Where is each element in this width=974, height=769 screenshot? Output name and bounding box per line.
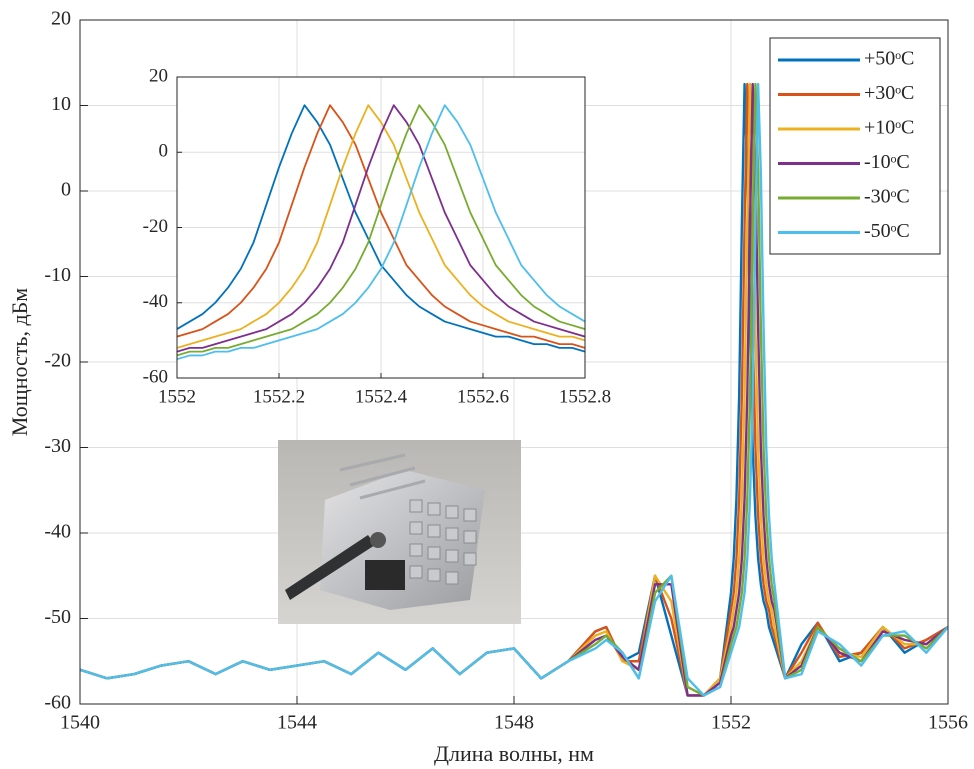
y-tick-label: -50	[44, 606, 71, 628]
series-line	[177, 104, 585, 353]
x-tick-label: 1552.6	[457, 386, 509, 407]
axes-frame	[79, 19, 949, 705]
series-line	[80, 82, 948, 697]
x-tick-label: 1552	[711, 712, 751, 734]
x-axis-label: Длина волны, нм	[434, 741, 594, 766]
x-tick-label: 1552	[158, 386, 196, 407]
y-tick-label: 0	[159, 141, 169, 162]
series-line	[177, 104, 585, 349]
series-line	[177, 104, 585, 349]
legend-label: -50ᵒC	[864, 220, 910, 242]
y-tick-label: -40	[44, 521, 71, 543]
legend-label: -10ᵒC	[864, 151, 910, 173]
y-tick-label: -60	[143, 366, 168, 387]
y-tick-label: -40	[143, 291, 168, 312]
y-tick-label: -10	[44, 264, 71, 286]
y-tick-label: -20	[143, 216, 168, 237]
x-tick-label: 1552.4	[355, 386, 408, 407]
x-tick-label: 1552.2	[253, 386, 305, 407]
x-tick-label: 1548	[494, 712, 534, 734]
y-axis-label: Мощность, дБм	[7, 288, 32, 437]
y-tick-label: 10	[51, 93, 71, 115]
legend-label: +50ᵒC	[864, 48, 914, 70]
y-tick-label: 0	[61, 179, 71, 201]
series-line	[177, 104, 585, 361]
series-line	[177, 104, 585, 353]
device-photo	[278, 440, 521, 624]
axes-frame	[176, 76, 586, 379]
x-tick-label: 1552.8	[559, 386, 611, 407]
y-tick-label: 20	[149, 65, 168, 86]
inset-chart: -60 -40 -20 0 20 1552 1552.2 1552.4 1552.6 1552.8	[143, 65, 611, 407]
legend-label: -30ᵒC	[864, 186, 910, 208]
y-tick-label: 20	[51, 8, 71, 30]
x-tick-label: 1556	[928, 712, 968, 734]
x-tick-label: 1544	[277, 712, 317, 734]
y-tick-label: -60	[44, 692, 71, 714]
series-line	[177, 104, 585, 357]
legend-label: +10ᵒC	[864, 117, 914, 139]
legend-box	[769, 37, 941, 255]
x-tick-label: 1540	[60, 712, 100, 734]
legend-label: +30ᵒC	[864, 82, 914, 104]
y-tick-label: -30	[44, 435, 71, 457]
y-tick-label: -20	[44, 350, 71, 372]
